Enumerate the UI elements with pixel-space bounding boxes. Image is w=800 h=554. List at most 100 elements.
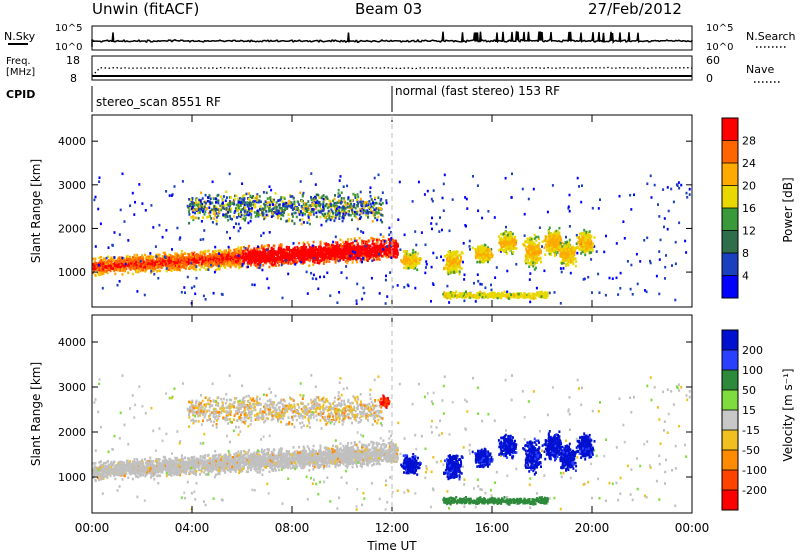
echo-cell [102, 257, 105, 260]
echo-cell [307, 243, 310, 247]
echo-cell [659, 238, 662, 242]
echo-cell [404, 253, 407, 256]
echo-cell [293, 256, 296, 260]
echo-cell [304, 247, 307, 251]
echo-cell [357, 256, 359, 260]
echo-cell [196, 253, 198, 256]
echo-cell [327, 256, 330, 260]
echo-cell [281, 259, 284, 263]
echo-cell [359, 209, 362, 213]
echo-cell [372, 211, 375, 214]
echo-cell [268, 185, 271, 188]
echo-cell [372, 201, 374, 205]
echo-cell [553, 291, 556, 294]
echo-cell [336, 243, 339, 246]
echo-cell [300, 199, 303, 203]
echo-cell [319, 251, 322, 254]
echo-cell [318, 201, 321, 205]
echo-cell [314, 183, 317, 186]
echo-cell [266, 201, 269, 204]
echo-cell [176, 226, 179, 230]
echo-cell [330, 243, 333, 247]
nsearch-tick-bottom: 10^0 [706, 42, 733, 53]
echo-cell [228, 258, 231, 261]
echo-cell [246, 203, 249, 207]
echo-cell [332, 204, 335, 207]
echo-cell [263, 254, 266, 257]
echo-cell [311, 277, 314, 280]
echo-cell [360, 230, 363, 233]
nsearch-label: N.Search [746, 30, 796, 43]
echo-cell [468, 245, 471, 248]
echo-cell [329, 202, 332, 206]
echo-cell [347, 248, 350, 251]
echo-cell [664, 277, 666, 280]
echo-cell [308, 245, 311, 249]
echo-cell [581, 184, 583, 187]
nsky-trace [91, 31, 693, 47]
echo-cell [674, 240, 677, 244]
echo-cell [248, 244, 251, 248]
echo-cell [253, 249, 256, 252]
echo-cell [178, 259, 181, 262]
echo-cell [366, 251, 369, 255]
echo-cell [113, 231, 116, 234]
echo-cell [675, 183, 678, 186]
echo-cell [274, 260, 277, 263]
echo-cell [207, 255, 210, 259]
echo-cell [113, 256, 116, 259]
echo-cell [657, 203, 659, 206]
echo-cell [377, 244, 379, 248]
echo-cell [373, 242, 376, 246]
echo-cell [182, 256, 185, 259]
echo-cell [262, 191, 265, 194]
echo-cell [368, 247, 371, 251]
echo-cell [356, 204, 359, 208]
echo-cell [389, 271, 392, 274]
echo-cell [440, 255, 442, 259]
echo-cell [356, 198, 358, 201]
echo-cell [237, 246, 240, 249]
echo-cell [197, 263, 200, 267]
echo-cell [170, 261, 173, 264]
echo-cell [243, 193, 246, 197]
echo-cell [598, 291, 601, 294]
echo-cell [379, 251, 382, 255]
echo-cell [115, 264, 118, 268]
echo-cell [225, 206, 228, 210]
echo-cell [244, 206, 247, 209]
echo-cell [529, 300, 532, 304]
echo-cell [288, 252, 291, 255]
echo-cell [296, 245, 299, 249]
echo-cell [582, 278, 585, 281]
echo-cell [214, 209, 217, 212]
echo-cell [666, 186, 669, 189]
echo-cell [240, 265, 243, 269]
echo-cell [146, 267, 149, 270]
echo-cell [322, 253, 325, 257]
echo-cell [346, 205, 349, 209]
echo-cell [174, 254, 177, 258]
echo-cell [224, 249, 227, 252]
echo-cell [176, 268, 179, 272]
echo-cell [97, 263, 100, 267]
echo-cell [356, 253, 358, 256]
echo-cell [164, 251, 166, 255]
echo-cell [282, 248, 285, 251]
echo-cell [312, 201, 315, 205]
nave-tick-top: 60 [706, 54, 720, 67]
echo-cell [243, 245, 245, 249]
echo-cell [293, 222, 296, 225]
echo-cell [280, 243, 283, 247]
echo-cell [254, 264, 257, 267]
echo-cell [376, 241, 379, 244]
echo-cell [260, 234, 263, 237]
echo-cell [266, 197, 269, 200]
echo-cell [338, 217, 341, 220]
echo-cell [275, 258, 278, 262]
echo-cell [476, 184, 479, 187]
echo-cell [127, 271, 130, 275]
echo-cell [377, 173, 380, 177]
echo-cell [214, 255, 217, 258]
echo-cell [162, 251, 165, 255]
